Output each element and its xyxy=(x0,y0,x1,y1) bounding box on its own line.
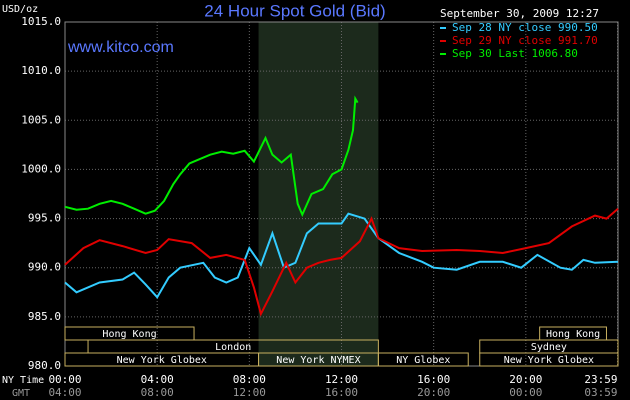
y-tick-label: 1015.0 xyxy=(21,15,61,28)
x2-tick-label: 03:59 xyxy=(584,386,617,399)
y-tick-label: 1005.0 xyxy=(21,113,61,126)
x2-tick-label: 04:00 xyxy=(48,386,81,399)
y-tick-label: 1010.0 xyxy=(21,64,61,77)
x-tick-label: 00:00 xyxy=(48,373,81,386)
x-tick-label: 16:00 xyxy=(417,373,450,386)
session-label: Sydney xyxy=(531,342,567,353)
chart-title: 24 Hour Spot Gold (Bid) xyxy=(204,1,385,20)
x-tick-label: 04:00 xyxy=(141,373,174,386)
site-label: www.kitco.com xyxy=(67,39,174,56)
x-tick-label: 20:00 xyxy=(509,373,542,386)
session-label: Hong Kong xyxy=(102,329,156,340)
x2-tick-label: 12:00 xyxy=(233,386,266,399)
y-tick-label: 980.0 xyxy=(28,359,61,372)
legend-label: Sep 28 NY close 990.50 xyxy=(452,21,598,34)
x-tick-label: 08:00 xyxy=(233,373,266,386)
y-tick-label: 985.0 xyxy=(28,310,61,323)
x2-tick-label: 08:00 xyxy=(141,386,174,399)
session-bar xyxy=(479,352,619,367)
session-label: Hong Kong xyxy=(546,329,600,340)
series-line xyxy=(64,95,359,218)
x-tick-label: 23:59 xyxy=(584,373,617,386)
y-tick-label: 990.0 xyxy=(28,261,61,274)
x-tick-label: 12:00 xyxy=(325,373,358,386)
highlight xyxy=(258,22,379,366)
y-axis-label: USD/oz xyxy=(2,4,38,15)
legend-label: Sep 29 NY close 991.70 xyxy=(452,34,598,47)
x2-axis-label: GMT xyxy=(12,388,30,399)
y-tick-label: 995.0 xyxy=(28,212,61,225)
x2-tick-label: 16:00 xyxy=(325,386,358,399)
session-label: New York Globex xyxy=(504,355,594,366)
session-label: New York NYMEX xyxy=(276,355,360,366)
timestamp: September 30, 2009 12:27 xyxy=(440,7,599,20)
y-tick-label: 1000.0 xyxy=(21,162,61,175)
series-line xyxy=(64,212,619,299)
session-label: New York Globex xyxy=(117,355,207,366)
x2-tick-label: 00:00 xyxy=(509,386,542,399)
x2-tick-label: 20:00 xyxy=(417,386,450,399)
session-bar xyxy=(377,352,469,367)
legend-label: Sep 30 Last 1006.80 xyxy=(452,47,578,60)
session-label: NY Globex xyxy=(396,355,450,366)
x-axis-label: NY Time xyxy=(2,375,44,386)
series-line xyxy=(64,207,619,317)
session-label: London xyxy=(215,342,251,353)
